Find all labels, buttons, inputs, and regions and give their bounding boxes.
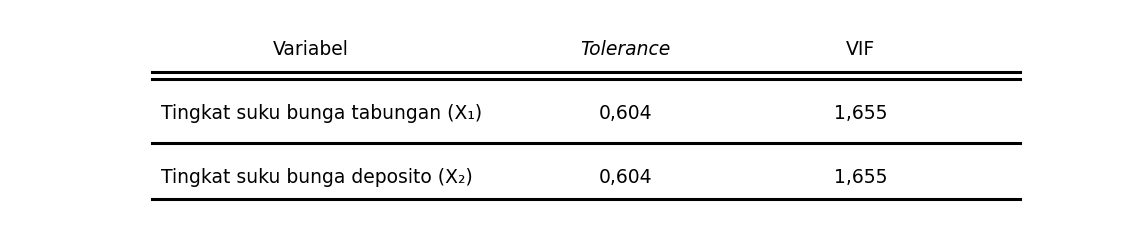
Text: VIF: VIF [846,40,876,59]
Text: 0,604: 0,604 [599,168,653,187]
Text: 1,655: 1,655 [833,104,887,123]
Text: Variabel: Variabel [273,40,349,59]
Text: Tolerance: Tolerance [581,40,671,59]
Text: Tingkat suku bunga deposito (X₂): Tingkat suku bunga deposito (X₂) [160,168,472,187]
Text: 0,604: 0,604 [599,104,653,123]
Text: Tingkat suku bunga tabungan (X₁): Tingkat suku bunga tabungan (X₁) [160,104,481,123]
Text: 1,655: 1,655 [833,168,887,187]
